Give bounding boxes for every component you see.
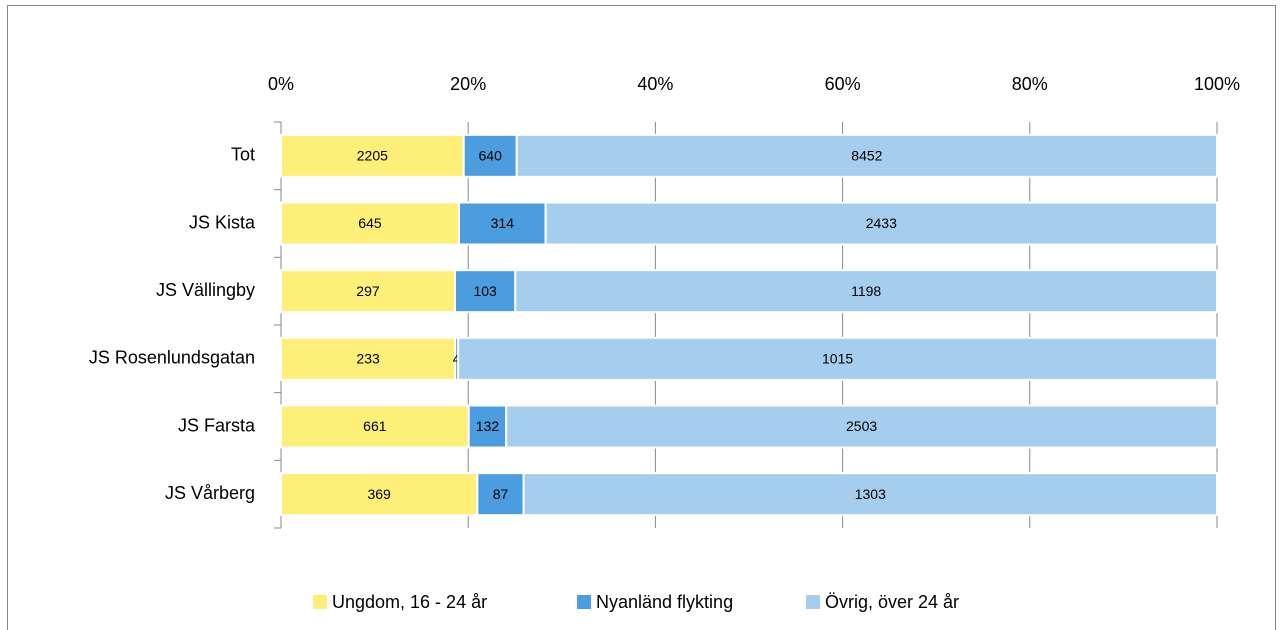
data-label: 2205 — [357, 148, 388, 164]
bar-segment — [515, 133, 1218, 178]
category-label: JS Kista — [189, 212, 256, 232]
data-label: 132 — [476, 418, 500, 434]
x-tick-label: 0% — [268, 74, 294, 94]
bar-segment — [280, 336, 457, 381]
chart-frame — [7, 5, 1276, 630]
bar-segment — [280, 404, 470, 449]
bar-segment — [280, 269, 456, 314]
data-label: 2503 — [846, 418, 877, 434]
bar-segment — [544, 201, 1218, 246]
data-label: 233 — [356, 351, 380, 367]
legend-label: Övrig, över 24 år — [825, 592, 959, 612]
x-tick-label: 100% — [1194, 74, 1240, 94]
legend-swatch — [313, 595, 327, 609]
bar-segment — [453, 269, 517, 314]
bar-segment — [280, 472, 479, 517]
legend-label: Ungdom, 16 - 24 år — [332, 592, 487, 612]
category-label: Tot — [231, 145, 255, 165]
x-tick-label: 40% — [637, 74, 673, 94]
data-label: 1198 — [851, 283, 881, 299]
bar-segment — [467, 404, 508, 449]
bar-segment — [522, 472, 1218, 517]
data-label: 1015 — [822, 351, 853, 367]
data-label: 4 — [453, 351, 461, 367]
data-label: 297 — [356, 283, 380, 299]
data-label: 369 — [367, 486, 391, 502]
category-label: JS Rosenlundsgatan — [89, 348, 255, 368]
data-label: 640 — [479, 148, 503, 164]
data-label: 645 — [358, 215, 382, 231]
x-tick-label: 20% — [450, 74, 486, 94]
legend-swatch — [577, 595, 591, 609]
data-label: 2433 — [866, 215, 897, 231]
data-label: 87 — [493, 486, 509, 502]
data-label: 314 — [491, 215, 515, 231]
legend-swatch — [806, 595, 820, 609]
bar-segment — [476, 472, 525, 517]
category-label: JS Vällingby — [156, 280, 255, 300]
x-tick-label: 80% — [1012, 74, 1048, 94]
data-label: 103 — [473, 283, 497, 299]
x-tick-label: 60% — [825, 74, 861, 94]
data-label: 8452 — [851, 148, 882, 164]
bar-segment — [514, 269, 1218, 314]
category-label: JS Vårberg — [165, 483, 255, 503]
legend-label: Nyanländ flykting — [596, 592, 733, 612]
bar-segment — [457, 336, 1218, 381]
data-label: 661 — [363, 418, 387, 434]
category-label: JS Farsta — [178, 415, 256, 435]
bar-segment — [505, 404, 1218, 449]
data-label: 1303 — [855, 486, 886, 502]
